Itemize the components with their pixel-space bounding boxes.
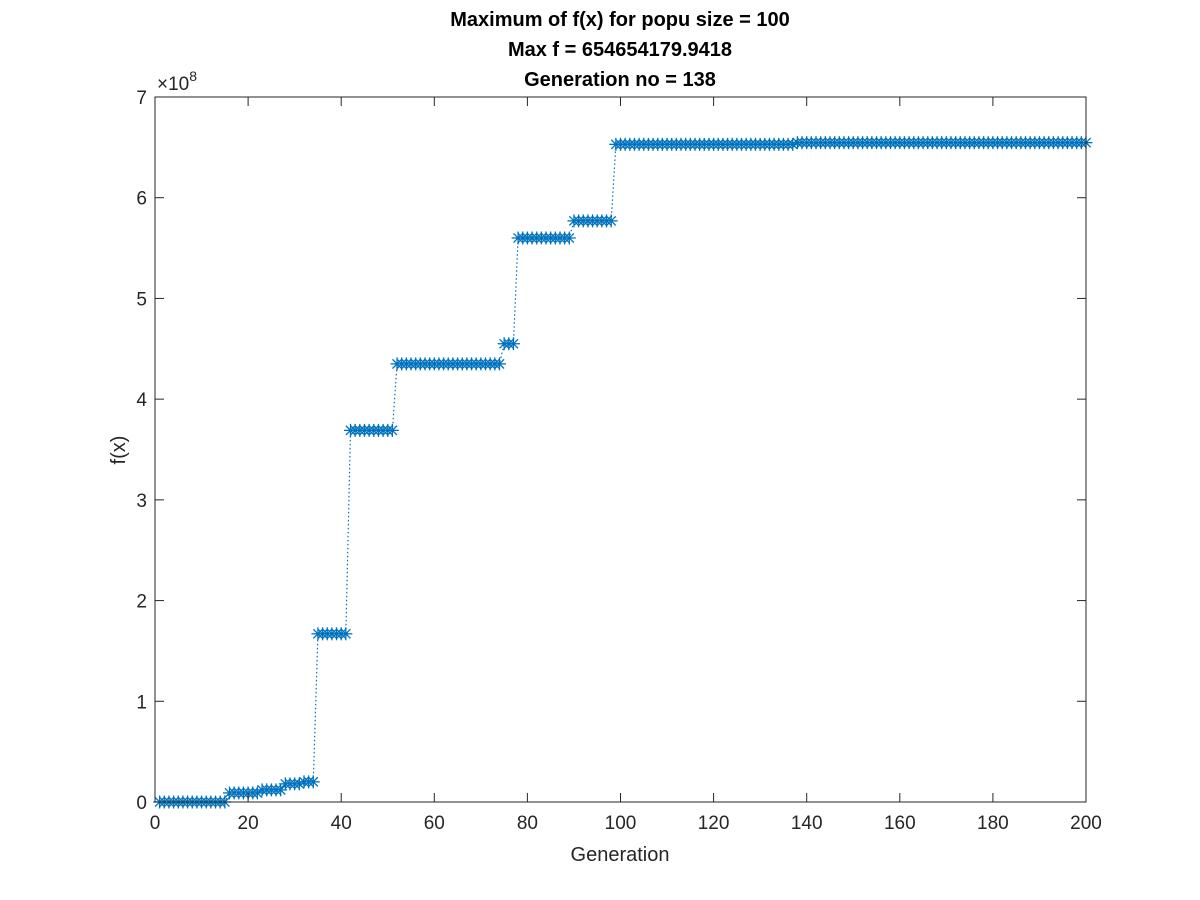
y-tick-label: 5 xyxy=(136,289,147,310)
x-tick-label: 180 xyxy=(977,813,1009,834)
y-tick-label: 0 xyxy=(136,793,147,814)
tick-layer: 0 20 40 60 80 100 120 140 160 180 200 0 1 2 3 4 5 6 7 xyxy=(136,88,1101,834)
data-point-marker xyxy=(506,337,520,351)
y-axis-label: f(x) xyxy=(108,436,130,465)
y-exponent-power: 8 xyxy=(189,68,197,84)
x-tick-label: 100 xyxy=(605,813,637,834)
chart-title-line-2: Max f = 654654179.9418 xyxy=(508,39,732,61)
y-tick-label: 7 xyxy=(136,88,147,109)
data-point-marker xyxy=(306,775,320,789)
y-exponent-label: ×108 xyxy=(157,68,197,95)
data-point-marker xyxy=(492,357,506,371)
data-point-marker xyxy=(604,214,618,228)
x-tick-label: 40 xyxy=(331,813,352,834)
x-tick-label: 0 xyxy=(150,813,161,834)
x-tick-label: 60 xyxy=(424,813,445,834)
x-axis-label: Generation xyxy=(571,844,670,866)
series-layer xyxy=(153,136,1093,809)
y-exponent-prefix: ×10 xyxy=(157,74,189,95)
y-tick-label: 1 xyxy=(136,692,147,713)
y-tick-label: 4 xyxy=(136,390,147,411)
x-tick-label: 160 xyxy=(884,813,916,834)
chart-title-line-3: Generation no = 138 xyxy=(524,69,716,91)
data-point-marker xyxy=(339,627,353,641)
y-tick-label: 6 xyxy=(136,189,147,210)
data-point-marker xyxy=(385,423,399,437)
x-tick-label: 80 xyxy=(517,813,538,834)
chart-title-line-1: Maximum of f(x) for popu size = 100 xyxy=(450,9,790,31)
y-tick-label: 3 xyxy=(136,491,147,512)
data-point-marker xyxy=(562,231,576,245)
y-tick-label: 2 xyxy=(136,592,147,613)
x-tick-label: 20 xyxy=(238,813,259,834)
plot-area xyxy=(155,97,1086,802)
x-tick-label: 120 xyxy=(698,813,730,834)
x-tick-label: 140 xyxy=(791,813,823,834)
x-tick-label: 200 xyxy=(1070,813,1102,834)
